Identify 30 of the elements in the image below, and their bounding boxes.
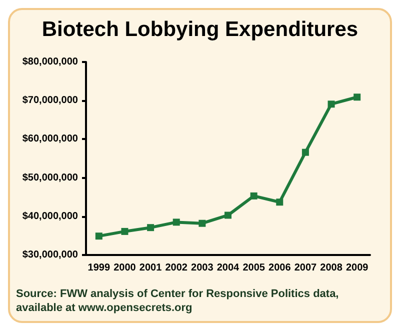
x-tick-label: 2005 <box>242 262 266 274</box>
y-tick-label: $70,000,000 <box>22 95 78 106</box>
point <box>354 94 361 101</box>
x-tick-label: 2002 <box>165 262 188 274</box>
point <box>302 148 309 156</box>
x-tick-label: 2003 <box>191 262 214 274</box>
x-tick-label: 2009 <box>346 262 369 274</box>
point <box>328 100 335 108</box>
y-tick-label: $30,000,000 <box>22 250 78 260</box>
x-tick-label: 1999 <box>88 262 110 274</box>
x-tick-label: 2000 <box>114 262 136 274</box>
point <box>121 228 128 235</box>
x-tick-label: 2004 <box>216 262 240 274</box>
source-note: Source: FWW analysis of Center for Responsive Politics data, available at www.opensecrets.org <box>16 287 340 315</box>
point <box>147 224 154 232</box>
y-tick-label: $40,000,000 <box>22 210 78 222</box>
x-tick-label: 2001 <box>139 262 162 274</box>
y-tick-label: $60,000,000 <box>22 134 78 145</box>
x-tick-label: 2006 <box>268 262 292 274</box>
point <box>224 212 232 219</box>
chart-title: Biotech Lobbying Expenditures <box>40 18 360 42</box>
point <box>198 220 206 227</box>
y-tick-label: $50,000,000 <box>22 172 78 184</box>
x-tick-label: 2008 <box>320 262 343 274</box>
y-tick-label: $80,000,000 <box>22 56 78 68</box>
point <box>95 232 102 240</box>
point <box>250 192 258 200</box>
point <box>172 218 180 226</box>
x-tick-label: 2007 <box>294 262 318 274</box>
point <box>276 198 284 206</box>
